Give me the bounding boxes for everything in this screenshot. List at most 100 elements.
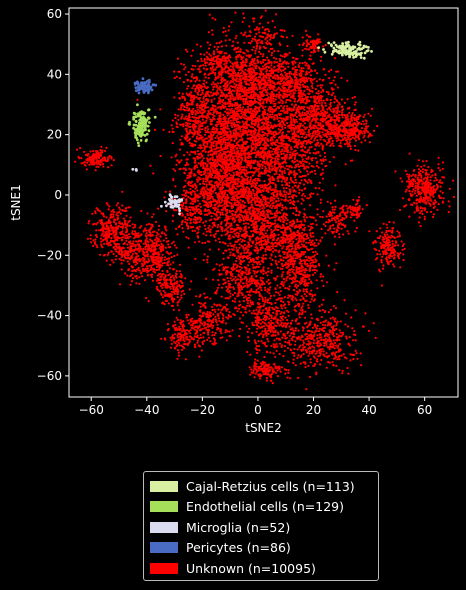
data-point (282, 165, 285, 168)
data-point (274, 131, 277, 134)
data-point (334, 83, 337, 86)
data-point (256, 168, 259, 171)
data-point (202, 186, 205, 189)
data-point (198, 240, 201, 243)
data-point (237, 132, 240, 136)
data-point (228, 153, 231, 156)
data-point (209, 43, 212, 46)
data-point (229, 96, 232, 99)
data-point (303, 108, 306, 111)
data-point (236, 87, 239, 90)
data-point (324, 121, 327, 124)
data-point (318, 132, 321, 135)
data-point (235, 92, 238, 95)
data-point (251, 139, 254, 142)
data-point (335, 99, 338, 102)
data-point (218, 130, 222, 133)
data-point (253, 62, 256, 65)
data-point (269, 177, 272, 180)
data-point (263, 139, 266, 142)
data-point (225, 108, 228, 111)
data-point (349, 147, 352, 150)
data-point (214, 18, 217, 21)
data-point (225, 85, 229, 88)
data-point (173, 96, 176, 99)
data-point (264, 86, 267, 89)
data-point (221, 193, 224, 196)
data-point (300, 135, 304, 138)
data-point (262, 82, 265, 85)
data-point (241, 168, 244, 172)
data-point (264, 144, 267, 147)
data-point (193, 241, 196, 244)
data-point (257, 60, 260, 64)
data-point (226, 178, 229, 181)
data-point (249, 78, 252, 81)
data-point (248, 182, 251, 185)
data-point (252, 76, 255, 79)
data-point (300, 118, 303, 121)
data-point (202, 259, 205, 262)
data-point (149, 164, 152, 167)
data-point (199, 183, 202, 186)
data-point (208, 158, 211, 161)
data-point (234, 178, 237, 181)
data-point (230, 107, 233, 110)
data-point (303, 150, 306, 153)
data-point (277, 120, 280, 123)
data-point (226, 174, 229, 177)
data-point (191, 64, 194, 67)
data-point (341, 113, 344, 117)
data-point (210, 176, 213, 179)
data-point (204, 167, 207, 170)
data-point (278, 125, 281, 128)
data-point (215, 42, 218, 45)
data-point (242, 100, 245, 103)
data-point (281, 96, 284, 99)
data-point (257, 117, 261, 120)
data-point (299, 164, 302, 167)
data-point (215, 180, 218, 183)
data-point (231, 44, 234, 48)
data-point (213, 166, 216, 169)
data-point (250, 91, 253, 94)
data-point (265, 147, 268, 150)
data-point (181, 193, 184, 196)
data-point (307, 119, 310, 122)
data-point (353, 144, 357, 147)
data-point (241, 149, 244, 152)
data-point (180, 135, 183, 138)
data-point (234, 97, 237, 100)
data-point (210, 186, 213, 189)
data-point (250, 95, 253, 98)
data-point (256, 26, 259, 29)
data-point (241, 156, 244, 159)
data-point (286, 136, 289, 140)
data-point (353, 95, 356, 99)
data-point (265, 70, 268, 73)
data-point (194, 164, 197, 167)
data-point (284, 126, 287, 129)
data-point (276, 64, 279, 67)
data-point (222, 26, 225, 30)
data-point (221, 229, 224, 233)
data-point (196, 150, 199, 153)
data-point (321, 131, 324, 134)
data-point (196, 235, 199, 238)
data-point (299, 130, 303, 133)
data-point (212, 134, 215, 137)
data-point (215, 168, 218, 171)
data-point (279, 54, 282, 57)
data-point (254, 179, 257, 182)
data-point (320, 162, 323, 165)
data-point (262, 87, 265, 90)
data-point (193, 132, 197, 135)
data-point (329, 98, 332, 102)
data-point (220, 155, 223, 158)
data-point (305, 88, 309, 91)
data-point (215, 92, 218, 95)
data-point (323, 151, 326, 155)
data-point (290, 129, 293, 132)
data-point (309, 195, 312, 198)
data-point (222, 148, 226, 151)
